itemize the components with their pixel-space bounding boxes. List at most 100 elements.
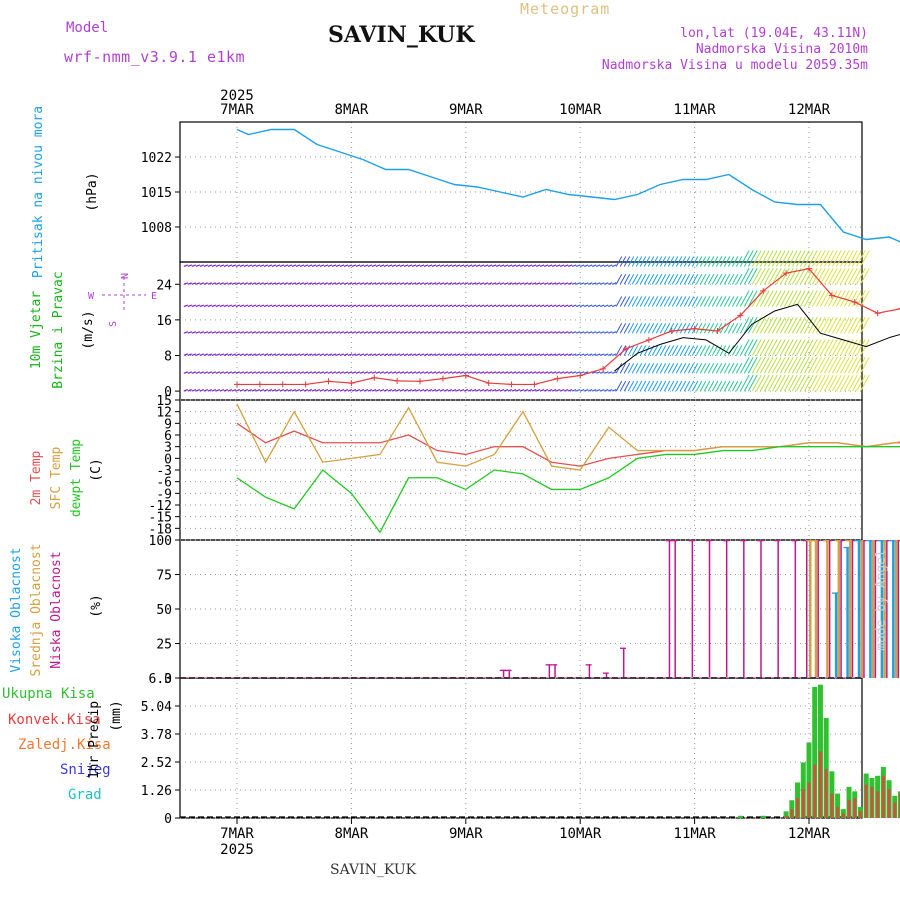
wind-barb — [844, 290, 854, 307]
precip-bar-1 — [824, 769, 828, 818]
wind-barb — [675, 345, 683, 356]
wind-barb — [495, 282, 501, 285]
wind-barb — [679, 274, 687, 285]
wind-barb — [467, 371, 473, 374]
wind-barb — [527, 353, 533, 357]
precip-bar-1 — [853, 798, 857, 818]
wind-barb — [535, 371, 541, 374]
cloud-bar-cap-0 — [774, 540, 781, 542]
wind-barb — [667, 363, 675, 374]
wind-barb — [275, 304, 281, 308]
wind-barb — [199, 282, 205, 285]
wind-barb — [795, 316, 806, 334]
wind-barb — [567, 353, 573, 357]
wind-barb — [619, 274, 627, 285]
wind-barb — [455, 371, 461, 374]
wind-barb — [787, 250, 798, 267]
wind-barb — [679, 296, 687, 307]
wind-barb — [515, 353, 521, 357]
wind-barb — [423, 371, 429, 374]
wind-barb — [571, 282, 577, 285]
wind-barb — [447, 371, 453, 374]
wind-barb — [503, 389, 509, 392]
wind-barb — [539, 304, 545, 308]
wind-barb — [828, 339, 838, 356]
wind-barb — [627, 380, 635, 392]
wind-barb — [715, 274, 723, 285]
wind-barb — [315, 282, 321, 285]
wind-barb — [443, 304, 449, 308]
panel-frame — [179, 261, 863, 401]
wind-barb — [771, 268, 782, 285]
wind-barb — [671, 380, 679, 392]
wind-barb — [375, 331, 381, 334]
wind-barb — [719, 322, 727, 334]
wind-barb — [643, 256, 651, 267]
wind-barb — [815, 374, 826, 392]
wind-barb — [715, 345, 723, 356]
wind-barb — [643, 296, 651, 307]
wind-barb — [263, 282, 269, 285]
wind-speed-marker — [508, 381, 515, 388]
top-day-label: 8MAR — [335, 102, 369, 118]
wind-barb — [367, 371, 373, 374]
wind-barb — [604, 353, 609, 357]
wind-barb — [856, 374, 866, 392]
wind-barb — [499, 331, 505, 334]
wind-barb — [683, 363, 691, 374]
wind-barb — [600, 371, 605, 374]
wind-barb — [755, 357, 766, 374]
cloud-bar-cap-2 — [831, 592, 838, 594]
cloud-bar-cap-0 — [757, 540, 764, 542]
wind-barb — [247, 282, 253, 285]
cloud-bar-2 — [869, 540, 872, 678]
wind-barb — [447, 282, 453, 285]
wind-barb — [687, 363, 695, 374]
wind-barb — [299, 371, 305, 374]
wind-barb — [535, 331, 541, 334]
wind-barb — [215, 264, 221, 268]
wind-barb — [383, 371, 389, 374]
wind-barb — [811, 268, 822, 285]
wind-barb — [631, 256, 639, 267]
precip-legend-item: Snijeg — [60, 762, 111, 778]
panel-precipitation — [179, 677, 863, 819]
wind-barb — [719, 274, 727, 285]
wind-barb — [183, 331, 189, 334]
wind-barb — [751, 339, 762, 356]
wind-label-line1: 10m Vjetar — [29, 291, 44, 369]
y-tick-label: 9 — [164, 417, 172, 432]
cloud-bar-0 — [828, 540, 831, 678]
bottom-day-label: 7MAR — [220, 826, 254, 842]
wind-barb — [455, 304, 461, 308]
wind-barb — [551, 389, 557, 392]
wind-barb — [608, 353, 613, 357]
wind-barb — [455, 331, 461, 334]
wind-barb — [775, 357, 786, 374]
wind-barb — [371, 389, 377, 392]
wind-barb — [507, 264, 513, 268]
wind-barb — [499, 264, 505, 268]
wind-barb — [427, 353, 433, 357]
wind-barb — [255, 353, 261, 357]
wind-barb — [483, 389, 489, 392]
precip-bar-0 — [783, 811, 789, 818]
wind-barb — [435, 389, 441, 392]
wind-barb — [663, 345, 671, 356]
wind-speed-marker — [531, 381, 538, 388]
wind-barb — [563, 282, 569, 285]
cloud-bar-1 — [837, 540, 841, 678]
wind-barb — [347, 353, 353, 357]
wind-barb — [535, 353, 541, 357]
cloud-bar-1 — [809, 540, 812, 678]
precip-bar-0 — [812, 686, 818, 818]
wind-barb — [783, 374, 794, 392]
wind-barb — [295, 371, 301, 374]
wind-barb — [683, 274, 691, 285]
wind-barb — [703, 296, 711, 307]
wind-barb — [427, 282, 433, 285]
wind-barb — [743, 290, 754, 307]
wind-barb — [323, 282, 329, 285]
wind-barb — [507, 389, 513, 392]
